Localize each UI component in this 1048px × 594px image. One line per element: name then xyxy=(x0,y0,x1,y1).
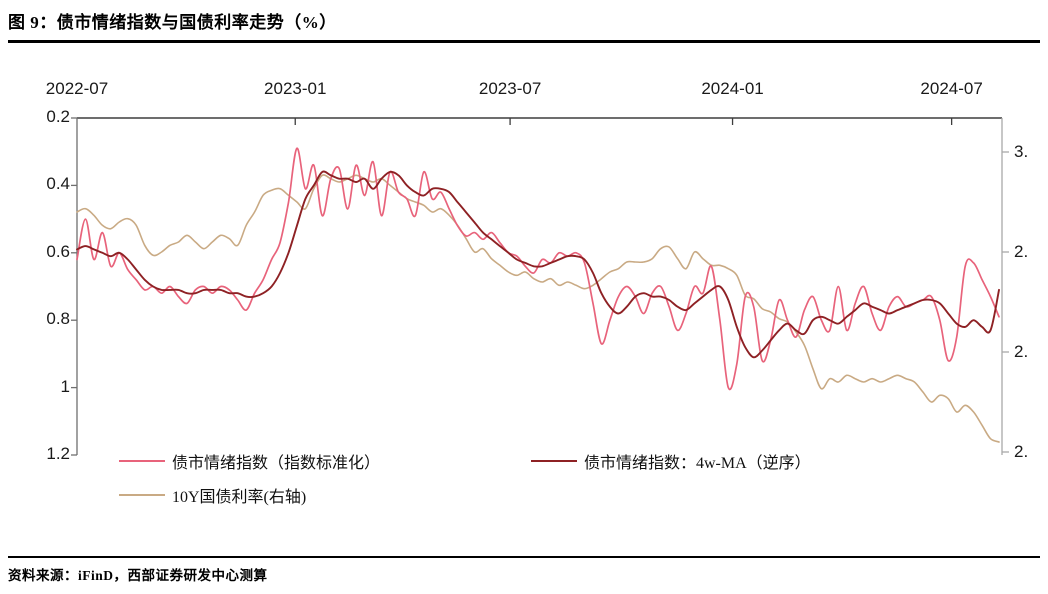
legend-label: 债市情绪指数（指数标准化） xyxy=(172,455,381,472)
legend-item-sentiment: 债市情绪指数（指数标准化） xyxy=(119,449,380,473)
sentiment-ma-line-swatch xyxy=(531,460,577,462)
left-y-axis-label: 0.8 xyxy=(46,309,70,329)
legend-label: 10Y国债利率(右轴) xyxy=(172,489,307,506)
legend-label: 债市情绪指数：4w-MA（逆序） xyxy=(584,455,811,472)
right-y-axis-label: 3. xyxy=(1014,142,1029,161)
title-divider xyxy=(8,40,1040,43)
left-y-axis-label: 0.2 xyxy=(46,107,70,126)
sentiment-line-swatch xyxy=(119,460,165,462)
right-y-axis-label: 2. xyxy=(1014,242,1029,261)
legend-item-sentiment-ma: 债市情绪指数：4w-MA（逆序） xyxy=(531,449,811,473)
yield-10y-line xyxy=(76,174,1000,443)
left-y-axis-label: 1 xyxy=(60,376,70,396)
left-y-axis-label: 0.6 xyxy=(46,241,70,261)
left-y-axis-label: 0.4 xyxy=(46,174,70,194)
x-axis-label: 2024-01 xyxy=(701,79,764,98)
right-y-axis-label: 2. xyxy=(1014,342,1029,361)
left-y-axis-label: 1.2 xyxy=(46,444,70,463)
sentiment-line xyxy=(76,147,1000,391)
footer-divider xyxy=(8,556,1040,558)
x-axis-label: 2023-07 xyxy=(478,79,542,98)
x-axis-label: 2024-07 xyxy=(920,79,983,98)
sentiment-ma-line xyxy=(76,170,1000,359)
x-axis-label: 2022-07 xyxy=(45,79,109,98)
yield-line-swatch xyxy=(119,494,165,496)
right-y-axis-label: 2. xyxy=(1014,442,1029,461)
source-note: 资料来源：iFinD，西部证券研发中心测算 xyxy=(8,568,268,583)
figure-title: 图 9：债市情绪指数与国债利率走势（%） xyxy=(8,13,337,32)
legend-item-10y-yield: 10Y国债利率(右轴) xyxy=(119,483,306,507)
x-axis-label: 2023-01 xyxy=(264,79,327,98)
